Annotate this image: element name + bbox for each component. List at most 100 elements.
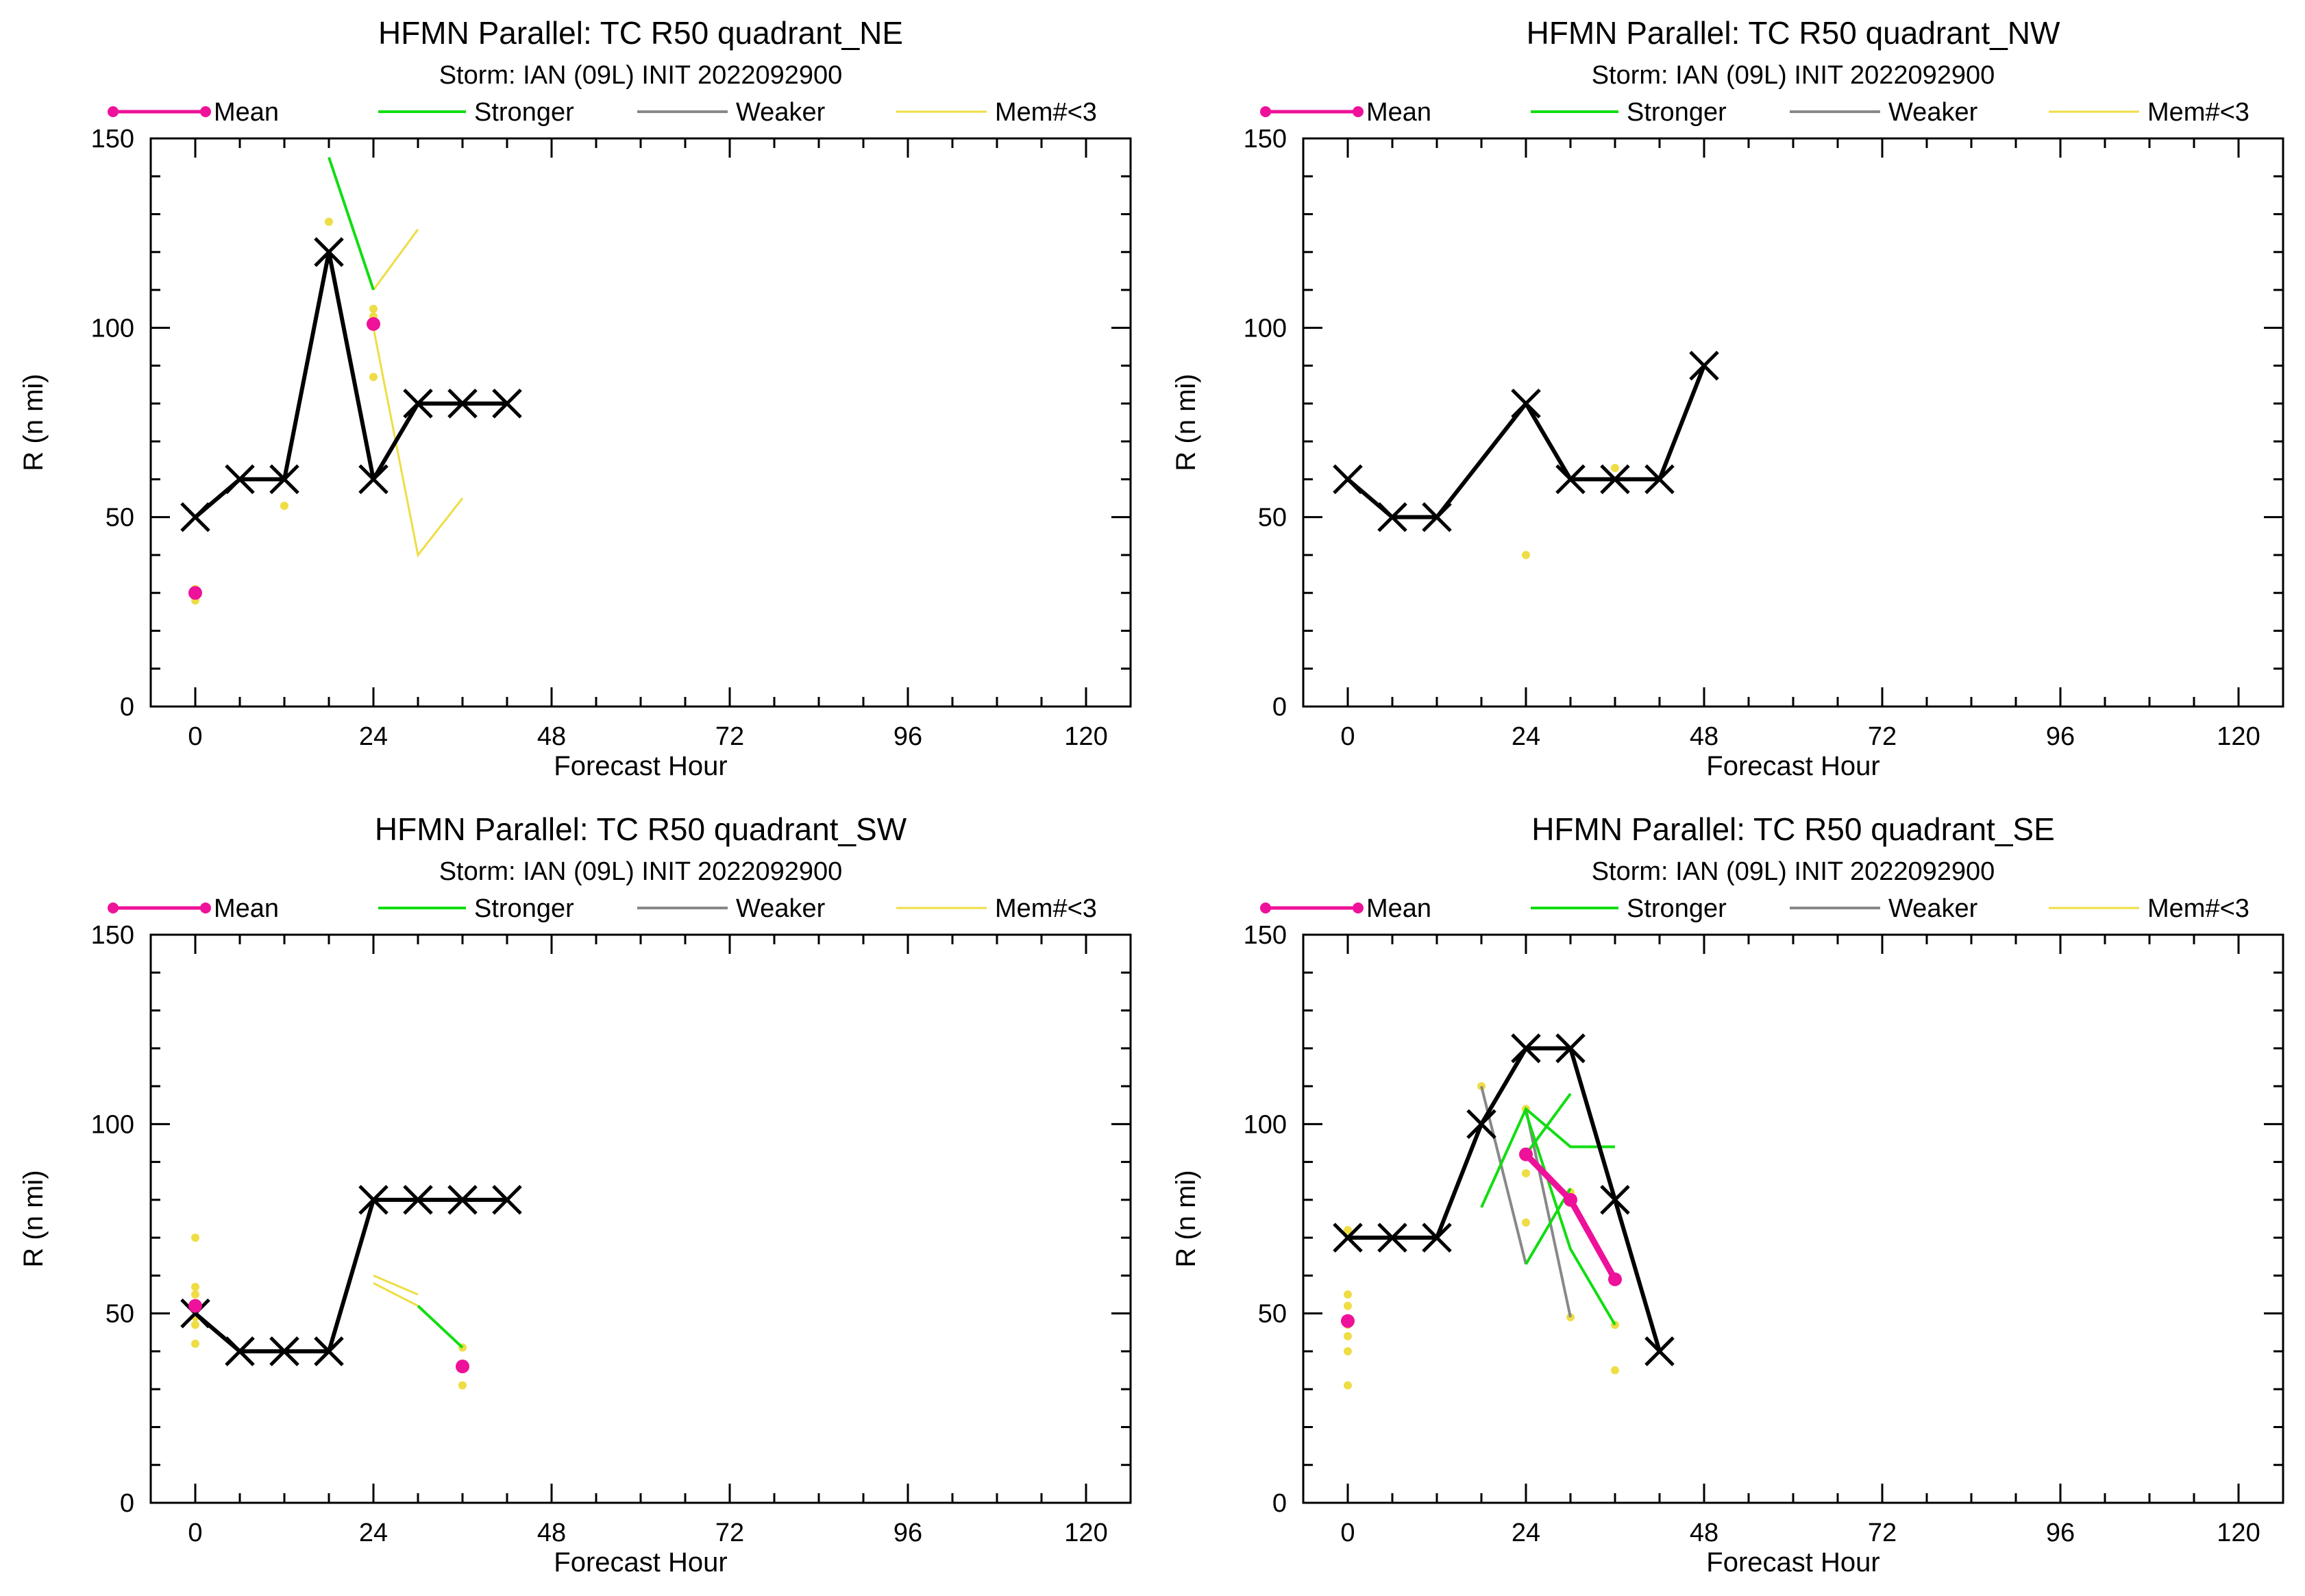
chart-subtitle: Storm: IAN (09L) INIT 2022092900 <box>439 857 843 886</box>
mean-point <box>1608 1272 1622 1286</box>
best-track-marker <box>1644 464 1675 495</box>
member-point <box>1522 1169 1530 1178</box>
x-tick-label: 96 <box>893 722 922 751</box>
y-axis-label: R (n mi) <box>19 1170 49 1267</box>
chart-legend: Mean Stronger Weaker Mem#<3 <box>1260 894 2249 923</box>
legend-mean-label: Mean <box>1366 98 1431 127</box>
chart-legend: Mean Stronger Weaker Mem#<3 <box>1260 98 2249 127</box>
chart-panel-2: HFMN Parallel: TC R50 quadrant_SW Storm: … <box>19 811 1132 1577</box>
y-tick-label: 100 <box>1244 1110 1287 1139</box>
best-track-marker <box>314 237 344 267</box>
y-tick-label: 100 <box>91 314 134 343</box>
legend-mean-marker <box>108 106 119 117</box>
best-track-marker <box>492 389 522 419</box>
best-track-line <box>194 1197 507 1353</box>
best-track-marker <box>1422 502 1452 532</box>
chart-legend: Mean Stronger Weaker Mem#<3 <box>108 894 1097 923</box>
stronger-line <box>1525 1112 1616 1326</box>
x-tick-label: 48 <box>1690 722 1718 751</box>
x-axis-label: Forecast Hour <box>1706 1547 1879 1577</box>
member-point <box>191 1233 199 1242</box>
mean-point <box>1564 1192 1577 1207</box>
x-tick-label: 0 <box>188 1519 202 1547</box>
member-point <box>1344 1381 1352 1390</box>
x-tick-label: 120 <box>1064 722 1107 751</box>
x-tick-label: 0 <box>188 722 202 751</box>
best-track-line <box>1346 365 1706 519</box>
member-line <box>373 1275 419 1296</box>
x-tick-label: 72 <box>1868 722 1897 751</box>
chart-subtitle: Storm: IAN (09L) INIT 2022092900 <box>1592 61 1995 90</box>
x-tick-label: 24 <box>359 1519 388 1547</box>
best-track-marker <box>1555 464 1586 495</box>
plot-frame <box>149 137 1132 708</box>
chart-panel-1: HFMN Parallel: TC R50 quadrant_NW Storm: … <box>1171 15 2284 781</box>
member-point <box>280 502 288 511</box>
chart-subtitle: Storm: IAN (09L) INIT 2022092900 <box>1592 857 1995 886</box>
x-tick-label: 0 <box>1340 1519 1355 1547</box>
x-tick-label: 24 <box>1512 722 1540 751</box>
best-track-marker <box>1466 1109 1496 1140</box>
x-axis-label: Forecast Hour <box>554 751 727 781</box>
y-axis-label: R (n mi) <box>19 373 49 471</box>
best-track-marker <box>492 1185 522 1215</box>
member-line <box>373 1282 419 1307</box>
legend-mean-marker <box>108 903 119 913</box>
y-tick-label: 0 <box>1272 693 1287 722</box>
y-tick-label: 50 <box>1258 504 1287 532</box>
legend-stronger-label: Stronger <box>474 894 574 923</box>
x-tick-label: 96 <box>2046 1519 2075 1547</box>
x-tick-label: 120 <box>1064 1519 1107 1547</box>
mean-point <box>188 586 202 600</box>
stronger-line <box>417 1305 464 1349</box>
mean-point <box>456 1360 469 1374</box>
legend-weaker-label: Weaker <box>736 894 826 923</box>
chart-title: HFMN Parallel: TC R50 quadrant_NE <box>378 15 903 51</box>
best-track-marker <box>447 1185 478 1215</box>
member-line <box>372 328 464 558</box>
y-tick-label: 50 <box>106 1300 134 1329</box>
plot-frame <box>1302 137 2284 708</box>
y-tick-label: 0 <box>120 693 134 722</box>
x-tick-label: 48 <box>1690 1519 1718 1547</box>
x-tick-label: 96 <box>2046 722 2075 751</box>
member-point <box>1344 1331 1352 1340</box>
legend-mean-marker <box>200 106 211 117</box>
legend-members-label: Mem#<3 <box>995 98 1097 127</box>
best-track-marker <box>180 502 210 532</box>
stronger-line <box>1525 1092 1572 1155</box>
stronger-line <box>1525 1188 1572 1265</box>
x-tick-label: 24 <box>1512 1519 1540 1547</box>
x-tick-label: 120 <box>2217 722 2260 751</box>
chart-title: HFMN Parallel: TC R50 quadrant_SE <box>1531 811 2055 847</box>
member-point <box>1344 1301 1352 1310</box>
legend-mean-label: Mean <box>214 894 279 923</box>
legend-stronger-label: Stronger <box>1627 894 1727 923</box>
best-track-marker <box>1377 502 1407 532</box>
legend-weaker-label: Weaker <box>1888 894 1978 923</box>
mean-point <box>367 317 380 331</box>
stronger-line <box>1480 1106 1615 1208</box>
best-track-marker <box>358 1185 389 1215</box>
best-track-marker <box>269 464 299 495</box>
y-tick-label: 50 <box>106 504 134 532</box>
chart-title: HFMN Parallel: TC R50 quadrant_NW <box>1527 15 2060 51</box>
member-point <box>325 217 333 226</box>
best-track-marker <box>225 464 255 495</box>
plot-frame <box>149 933 1132 1504</box>
best-track-marker <box>447 389 478 419</box>
best-track-marker <box>225 1336 255 1366</box>
best-track-marker <box>358 464 389 495</box>
mean-point <box>1519 1147 1533 1162</box>
member-point <box>369 373 378 382</box>
best-track-marker <box>1333 1223 1363 1253</box>
member-point <box>1344 1290 1352 1299</box>
legend-mean-marker <box>1353 903 1364 913</box>
best-track-marker <box>314 1336 344 1366</box>
member-point <box>1611 1366 1619 1375</box>
y-tick-label: 50 <box>1258 1300 1287 1329</box>
x-tick-label: 0 <box>1340 722 1355 751</box>
member-line <box>372 228 419 291</box>
